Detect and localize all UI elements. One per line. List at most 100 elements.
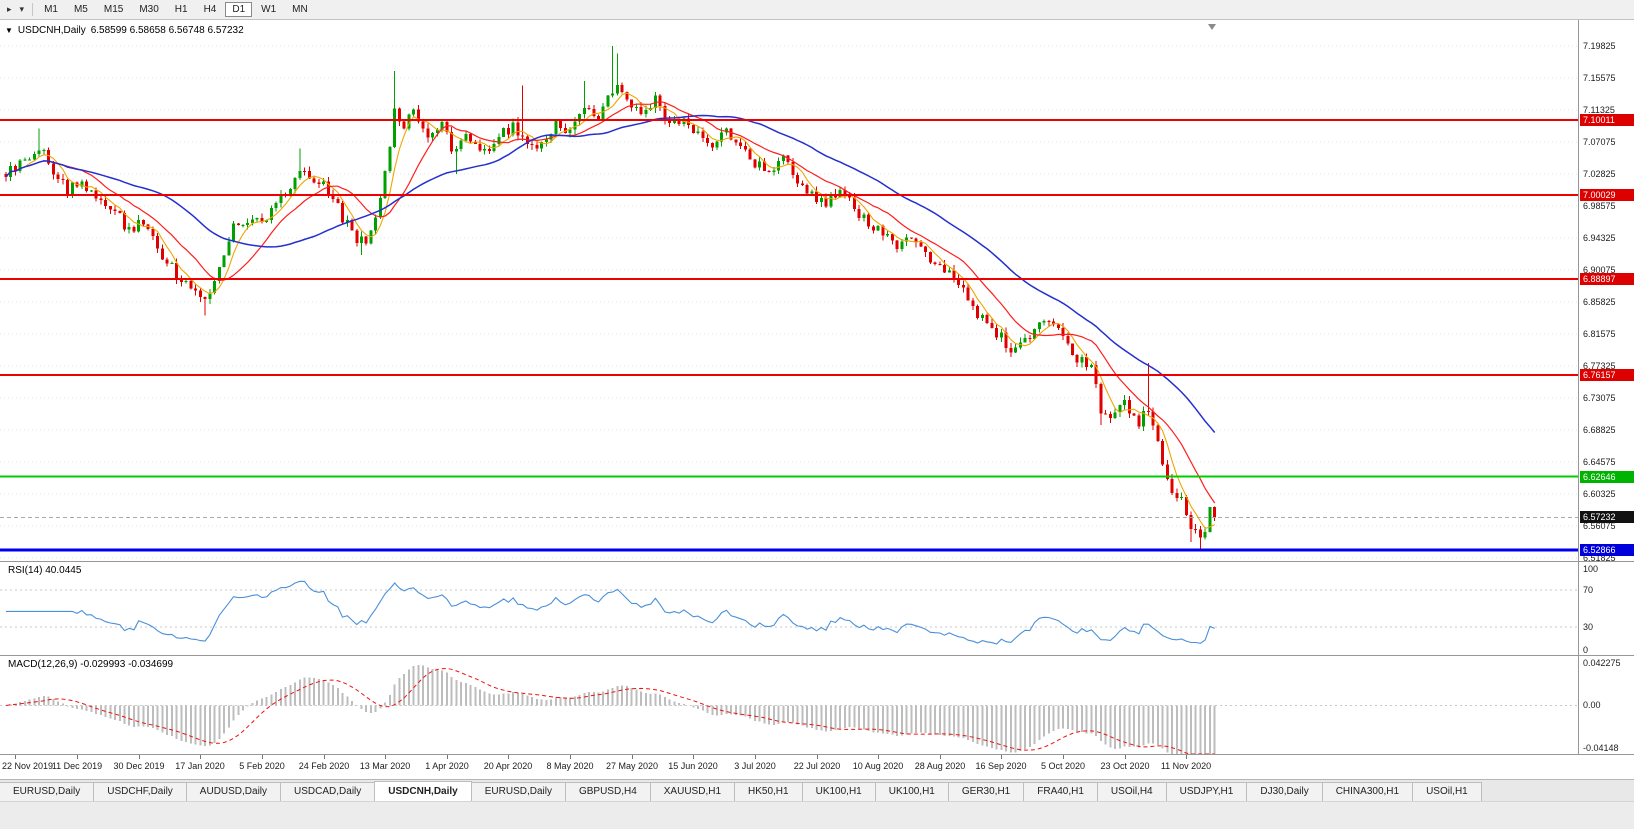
date-axis-tick — [570, 755, 571, 759]
date-axis-label: 20 Apr 2020 — [483, 761, 533, 771]
play-icon: ▸ — [7, 4, 12, 14]
level-price-badge: 7.00029 — [1580, 189, 1634, 201]
date-axis-tick — [508, 755, 509, 759]
chart-tab-eurusd-daily[interactable]: EURUSD,Daily — [0, 782, 95, 801]
panel-divider[interactable] — [0, 655, 1634, 656]
chart-tab-usoil-h4[interactable]: USOil,H4 — [1096, 782, 1167, 801]
macd-axis-tick: 0.00 — [1583, 700, 1601, 711]
date-axis-tick — [755, 755, 756, 759]
macd-axis-tick: 0.042275 — [1583, 658, 1621, 668]
price-axis-tick: 6.90075 — [1583, 265, 1616, 275]
price-axis-tick: 6.60325 — [1583, 489, 1616, 499]
date-axis-tick — [1063, 755, 1064, 759]
rsi-axis-tick: 30 — [1583, 622, 1594, 633]
date-axis-label: 13 Mar 2020 — [359, 761, 411, 771]
timeframe-button-h1[interactable]: H1 — [174, 4, 188, 15]
chevron-down-icon: ▾ — [19, 4, 25, 14]
level-price-badge: 6.76157 — [1580, 369, 1634, 381]
level-price-badge: 6.62646 — [1580, 471, 1634, 483]
price-axis-tick: 6.73075 — [1583, 393, 1616, 403]
timeframe-button-d1[interactable]: D1 — [225, 2, 253, 17]
timeframes-dropdown-button[interactable]: ▾ — [16, 3, 29, 16]
chart-title: ▼ USDCNH,Daily 6.58599 6.58658 6.56748 6… — [5, 25, 244, 36]
timeframe-button-m5[interactable]: M5 — [73, 4, 88, 15]
chart-tab-usdcad-daily[interactable]: USDCAD,Daily — [280, 782, 376, 801]
date-axis-tick — [1186, 755, 1187, 759]
date-axis-tick — [77, 755, 78, 759]
date-axis-tick — [1125, 755, 1126, 759]
timeframe-button-m30[interactable]: M30 — [139, 4, 159, 15]
chart-tab-usoil-h1[interactable]: USOil,H1 — [1412, 782, 1482, 801]
chart-tab-eurusd-daily[interactable]: EURUSD,Daily — [470, 782, 566, 801]
date-axis-label: 22 Nov 2019 — [2, 761, 54, 771]
price-axis-tick: 6.85825 — [1583, 297, 1616, 307]
level-price-badge: 6.88897 — [1580, 273, 1634, 285]
date-axis-label: 16 Sep 2020 — [975, 761, 1027, 771]
chart-tab-ger30-h1[interactable]: GER30,H1 — [947, 782, 1025, 801]
price-axis-tick: 6.56075 — [1583, 521, 1616, 531]
timeframe-button-h4[interactable]: H4 — [203, 4, 217, 15]
date-axis-tick — [447, 755, 448, 759]
date-axis-label: 15 Jun 2020 — [668, 761, 718, 771]
date-axis-tick — [632, 755, 633, 759]
price-axis[interactable]: 7.19825 7.15575 7.11325 7.07075 7.02825 6.985… — [1578, 20, 1634, 754]
chart-tab-gbpusd-h4[interactable]: GBPUSD,H4 — [564, 782, 651, 801]
symbol-menu-arrow-icon[interactable]: ▼ — [5, 26, 13, 35]
rsi-axis-tick: 100 — [1583, 564, 1599, 574]
date-axis-tick — [940, 755, 941, 759]
date-axis-label: 23 Oct 2020 — [1100, 761, 1150, 771]
chart-tab-usdcnh-daily[interactable]: USDCNH,Daily — [374, 781, 472, 801]
date-axis-tick — [693, 755, 694, 759]
chart-tab-audusd-daily[interactable]: AUDUSD,Daily — [185, 782, 282, 801]
date-axis-label: 11 Nov 2020 — [1160, 761, 1212, 771]
macd-chart[interactable] — [0, 656, 1578, 754]
date-axis-label: 5 Feb 2020 — [239, 761, 285, 771]
date-axis-label: 24 Feb 2020 — [298, 761, 350, 771]
rsi-label: RSI(14) 40.0445 — [8, 565, 82, 576]
chart-shift-marker-icon[interactable] — [1208, 24, 1216, 30]
price-axis-tick: 7.19825 — [1583, 41, 1616, 51]
rsi-chart[interactable] — [0, 562, 1578, 655]
chart-menu-button[interactable]: ▸ — [3, 3, 16, 16]
timeframe-button-mn[interactable]: MN — [292, 4, 308, 15]
toolbar-separator — [32, 3, 34, 16]
chart-tab-uk100-h1[interactable]: UK100,H1 — [801, 782, 876, 801]
chart-ohlc-values: 6.58599 6.58658 6.56748 6.57232 — [90, 25, 244, 36]
date-axis-label: 3 Jul 2020 — [734, 761, 776, 771]
panel-divider[interactable] — [0, 561, 1634, 562]
chart-tab-xauusd-h1[interactable]: XAUUSD,H1 — [649, 782, 736, 801]
date-axis[interactable]: 22 Nov 2019 11 Dec 2019 30 Dec 2019 17 Jan … — [0, 754, 1634, 779]
price-axis-tick: 7.11325 — [1583, 105, 1615, 115]
price-chart[interactable] — [0, 20, 1578, 561]
timeframe-button-w1[interactable]: W1 — [261, 4, 277, 15]
chart-tab-dj30-daily[interactable]: DJ30,Daily — [1246, 782, 1323, 801]
date-axis-tick — [1001, 755, 1002, 759]
chart-tab-hk50-h1[interactable]: HK50,H1 — [734, 782, 803, 801]
timeframe-button-m15[interactable]: M15 — [103, 4, 124, 15]
macd-label: MACD(12,26,9) -0.029993 -0.034699 — [8, 659, 174, 670]
chart-tab-china300-h1[interactable]: CHINA300,H1 — [1321, 782, 1414, 801]
date-axis-label: 5 Oct 2020 — [1040, 761, 1086, 771]
date-axis-tick — [139, 755, 140, 759]
timeframe-button-m1[interactable]: M1 — [44, 4, 58, 15]
chart-tab-uk100-h1[interactable]: UK100,H1 — [874, 782, 949, 801]
date-axis-tick — [262, 755, 263, 759]
date-axis-label: 17 Jan 2020 — [175, 761, 225, 771]
chart-tab-usdjpy-h1[interactable]: USDJPY,H1 — [1165, 782, 1248, 801]
date-axis-label: 27 May 2020 — [605, 761, 659, 771]
price-axis-tick: 6.77325 — [1583, 361, 1616, 371]
chart-symbol-label: USDCNH,Daily — [17, 25, 86, 36]
date-axis-label: 30 Dec 2019 — [113, 761, 165, 771]
date-axis-tick — [817, 755, 818, 759]
date-axis-label: 1 Apr 2020 — [425, 761, 469, 771]
chart-tab-fra40-h1[interactable]: FRA40,H1 — [1023, 782, 1098, 801]
date-axis-tick — [324, 755, 325, 759]
date-axis-tick — [200, 755, 201, 759]
status-strip — [0, 801, 1634, 829]
level-price-badge: 6.52866 — [1580, 544, 1634, 556]
date-axis-label: 10 Aug 2020 — [852, 761, 904, 771]
price-axis-tick: 6.81575 — [1583, 329, 1616, 339]
chart-tab-usdchf-daily[interactable]: USDCHF,Daily — [93, 782, 187, 801]
date-axis-label: 22 Jul 2020 — [793, 761, 841, 771]
rsi-axis-tick: 0 — [1583, 645, 1589, 655]
